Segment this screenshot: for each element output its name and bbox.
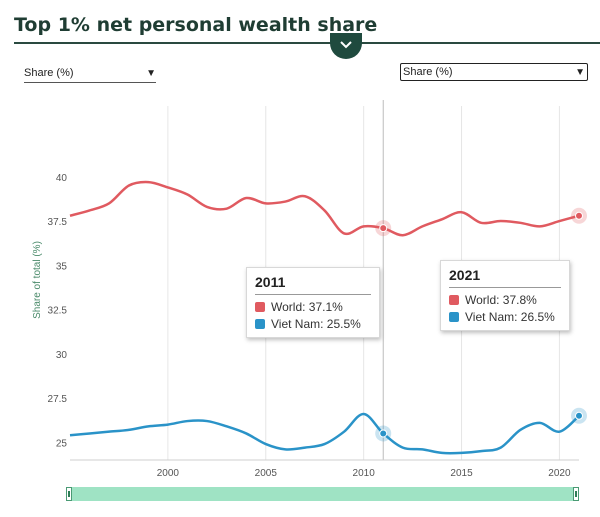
viet-nam-point-2021 [575, 411, 583, 420]
tooltip-2011: 2011 World: 37.1% Viet Nam: 25.5% [246, 267, 380, 338]
x-tick-label: 2020 [548, 468, 571, 479]
right-metric-select-value: Share (%) [403, 66, 453, 78]
tooltip-viet-value: Viet Nam: 25.5% [271, 317, 361, 331]
tooltip-2021: 2021 World: 37.8% Viet Nam: 26.5% [440, 260, 570, 331]
x-tick-label: 2015 [450, 468, 473, 479]
y-tick-label: 37.5 [48, 217, 68, 228]
y-tick-label: 30 [56, 350, 68, 361]
tooltip-year: 2021 [449, 267, 561, 288]
world-point-2021 [575, 211, 583, 220]
left-metric-select[interactable]: Share (%) ▼ [24, 64, 156, 83]
world-swatch-icon [449, 295, 459, 305]
left-metric-select-value: Share (%) [24, 67, 74, 79]
range-slider-end-handle[interactable] [573, 487, 579, 501]
y-tick-label: 32.5 [48, 306, 68, 317]
range-slider-start-handle[interactable] [66, 487, 72, 501]
title-divider [14, 42, 600, 44]
world-series-line [69, 180, 580, 237]
y-axis-label: Share of total (%) [32, 241, 43, 319]
tooltip-world-value: World: 37.1% [271, 300, 343, 314]
viet-nam-swatch-icon [449, 312, 459, 322]
x-tick-label: 2010 [353, 468, 376, 479]
page-title: Top 1% net personal wealth share [14, 14, 378, 36]
dropdown-caret-icon: ▼ [146, 67, 156, 79]
tooltip-world-value: World: 37.8% [465, 293, 537, 307]
chevron-down-icon [339, 39, 353, 53]
viet-nam-series-line [69, 412, 580, 455]
viet-nam-point-2011 [379, 429, 388, 438]
world-point-2011 [379, 224, 388, 233]
x-tick-label: 2005 [255, 468, 278, 479]
viet-nam-swatch-icon [255, 319, 265, 329]
world-swatch-icon [255, 302, 265, 312]
right-metric-select[interactable]: Share (%) ▼ [400, 63, 588, 81]
y-tick-label: 25 [56, 438, 68, 449]
x-tick-label: 2000 [157, 468, 180, 479]
y-tick-label: 40 [56, 173, 68, 184]
y-tick-label: 35 [56, 261, 68, 272]
dropdown-caret-icon: ▼ [575, 66, 585, 78]
y-tick-label: 27.5 [48, 394, 68, 405]
range-slider-track[interactable] [68, 487, 579, 501]
tooltip-year: 2011 [255, 274, 371, 295]
collapse-button[interactable] [330, 33, 362, 59]
tooltip-viet-value: Viet Nam: 26.5% [465, 310, 555, 324]
